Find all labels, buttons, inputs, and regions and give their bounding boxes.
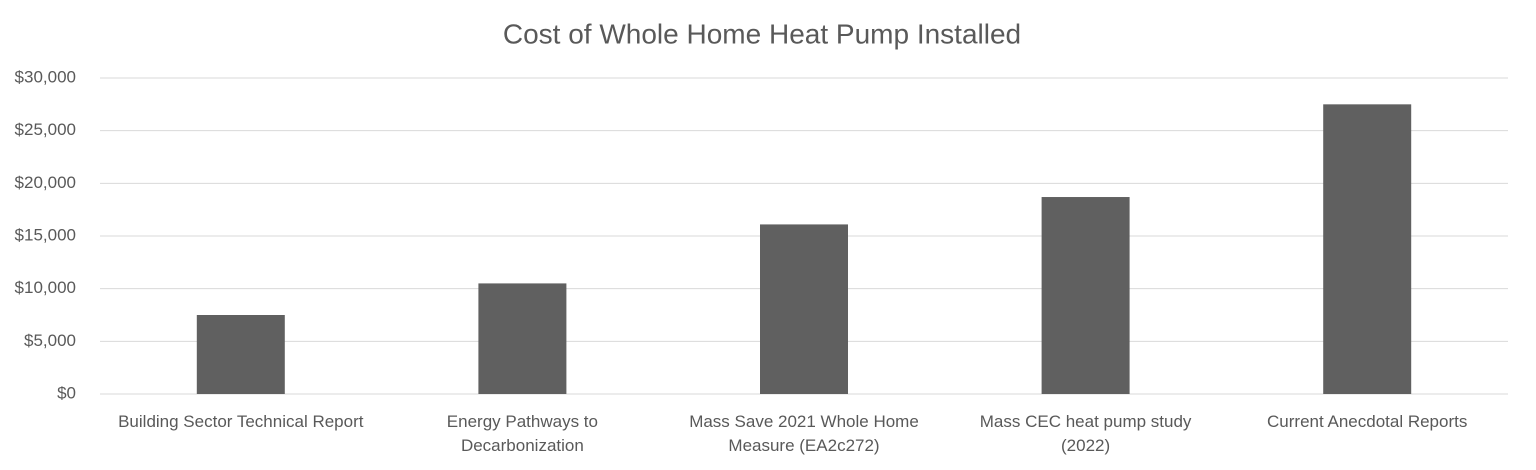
bar (196, 315, 285, 394)
x-tick-label: Current Anecdotal Reports (1267, 412, 1468, 431)
bar (760, 224, 848, 394)
x-tick-label: Mass CEC heat pump study (2022) (979, 412, 1192, 455)
y-tick-label: $5,000 (24, 331, 76, 350)
chart-title: Cost of Whole Home Heat Pump Installed (503, 18, 1021, 49)
x-tick-label: Mass Save 2021 Whole Home Measure (EA2c2… (689, 412, 919, 455)
y-tick-label: $25,000 (15, 120, 76, 139)
bar (1323, 104, 1412, 394)
x-tick-label: Energy Pathways to Decarbonization (446, 412, 598, 455)
y-tick-label: $30,000 (15, 67, 76, 86)
bar (478, 283, 567, 394)
x-tick-label: Building Sector Technical Report (118, 412, 364, 431)
y-tick-label: $10,000 (15, 278, 76, 297)
y-tick-label: $15,000 (15, 225, 76, 244)
bar (1041, 197, 1130, 394)
y-tick-label: $20,000 (15, 173, 76, 192)
y-tick-label: $0 (57, 383, 76, 402)
